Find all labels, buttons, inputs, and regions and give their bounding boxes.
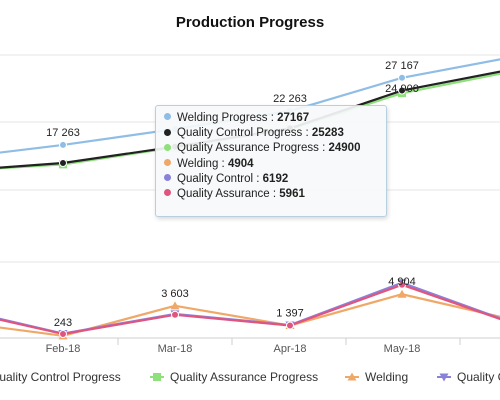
legend-marker-2	[347, 372, 357, 381]
tooltip-label: Quality Control Progress :	[177, 127, 312, 140]
legend-marker-1	[153, 373, 161, 381]
tooltip-row: Welding Progress : 27167	[164, 111, 378, 126]
data-label-1: 22 263	[273, 93, 307, 105]
tooltip-row: Quality Control : 6192	[164, 172, 378, 187]
tooltip-value: 4904	[227, 157, 254, 170]
data-point-quality-control-progress-4	[398, 86, 406, 95]
data-label-3: 24 900	[385, 83, 419, 95]
data-label-5: 3 603	[161, 288, 189, 300]
data-point-welding-progress-1	[59, 140, 67, 149]
series-line-quality-control	[0, 281, 500, 335]
x-tick-label-3: May-18	[384, 343, 421, 355]
tooltip-row: Welding : 4904	[164, 157, 378, 172]
chart-title: Production Progress	[175, 14, 325, 31]
tooltip-series-dot	[164, 128, 171, 136]
legend-label-1: Quality Assurance Progress	[170, 370, 318, 384]
x-tick-label-0: Feb-18	[46, 343, 81, 355]
data-point-quality-assurance-4	[398, 280, 406, 289]
series-line-welding	[0, 293, 500, 337]
tooltip-label: Quality Assurance Progress :	[177, 142, 329, 155]
legend-marker-3	[439, 373, 449, 382]
tooltip-row: Quality Assurance Progress : 24900	[164, 141, 378, 156]
data-label-2: 27 167	[385, 60, 419, 72]
legend-label-3: Quality C	[457, 370, 500, 384]
data-label-4: 243	[54, 317, 72, 329]
data-point-quality-control-progress-1	[59, 158, 67, 167]
chart-tooltip: Welding Progress : 27167 Quality Control …	[155, 105, 387, 217]
data-point-welding-4	[397, 289, 407, 298]
tooltip-series-dot	[164, 174, 171, 182]
tooltip-series-dot	[164, 189, 171, 197]
tooltip-row: Quality Assurance : 5961	[164, 187, 378, 202]
data-point-welding-progress-4	[398, 73, 406, 82]
data-label-0: 17 263	[46, 127, 80, 139]
tooltip-value: 27167	[277, 112, 310, 124]
tooltip-series-dot	[164, 159, 171, 167]
tooltip-label: Welding Progress :	[177, 112, 278, 124]
tooltip-value: 5961	[279, 188, 305, 201]
legend-label-0: Quality Control Progress	[0, 370, 121, 384]
data-point-quality-assurance-2	[171, 310, 179, 319]
x-tick-label-2: Apr-18	[273, 343, 306, 355]
tooltip-label: Quality Control :	[177, 172, 263, 185]
series-line-quality-assurance	[0, 283, 500, 336]
tooltip-value: 6192	[262, 172, 289, 185]
data-label-6: 1 397	[276, 308, 304, 320]
data-point-welding-2	[170, 301, 180, 310]
tooltip-value: 24900	[328, 142, 361, 155]
tooltip-label: Quality Assurance :	[177, 188, 280, 201]
x-tick-label-1: Mar-18	[158, 343, 193, 355]
data-point-quality-assurance-1	[59, 329, 67, 338]
data-label-7: 4 904	[388, 276, 416, 288]
tooltip-row: Quality Control Progress : 25283	[164, 126, 378, 141]
data-point-quality-assurance-3	[286, 321, 294, 330]
tooltip-series-dot	[164, 113, 171, 121]
tooltip-value: 25283	[311, 127, 344, 140]
tooltip-series-dot	[164, 143, 171, 151]
legend-label-2: Welding	[365, 370, 408, 384]
tooltip-label: Welding :	[177, 157, 228, 170]
